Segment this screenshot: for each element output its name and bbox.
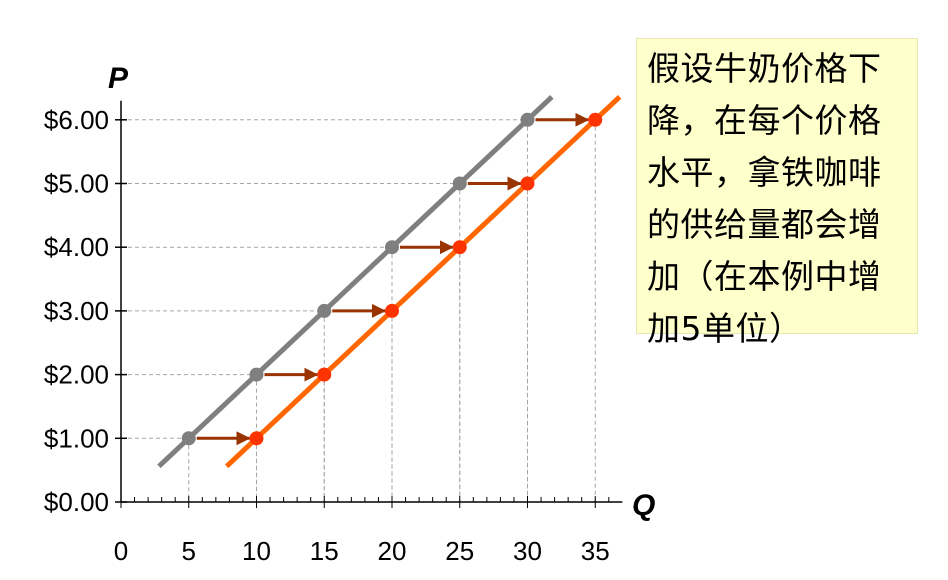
point-original xyxy=(385,240,399,255)
y-tick-label: $6.00 xyxy=(44,105,109,135)
y-tick-label: $4.00 xyxy=(44,232,109,262)
y-axis-title: P xyxy=(108,62,129,95)
point-original xyxy=(452,176,467,191)
y-tick-label: $0.00 xyxy=(44,487,109,517)
x-tick-label: 30 xyxy=(513,536,542,566)
point-shifted xyxy=(588,112,603,127)
supply-line-shifted xyxy=(224,95,622,469)
shift-arrows xyxy=(196,112,590,446)
y-tick-label: $5.00 xyxy=(44,169,109,199)
guide-lines xyxy=(121,119,596,502)
y-tick-label: $3.00 xyxy=(44,296,109,326)
series-lines xyxy=(157,95,622,469)
point-original xyxy=(520,112,535,127)
x-tick-label: 25 xyxy=(445,536,474,566)
supply-line-original xyxy=(157,95,554,469)
point-shifted xyxy=(249,431,264,446)
point-original xyxy=(249,367,264,382)
point-shifted xyxy=(520,176,535,191)
x-tick-label: 5 xyxy=(182,536,196,566)
x-axis-title: Q xyxy=(632,489,655,522)
point-shifted xyxy=(452,240,467,255)
x-tick-label: 0 xyxy=(114,536,128,566)
x-tick-label: 15 xyxy=(310,536,339,566)
y-tick-label: $2.00 xyxy=(44,360,109,390)
point-shifted xyxy=(385,303,399,318)
series-points xyxy=(181,112,603,446)
point-original xyxy=(317,303,332,318)
point-original xyxy=(181,431,196,446)
annotation-text: 假设牛奶价格下降，在每个价格水平，拿铁咖啡的供给量都会增加（在本例中增加5单位） xyxy=(647,49,882,348)
annotation-note: 假设牛奶价格下降，在每个价格水平，拿铁咖啡的供给量都会增加（在本例中增加5单位） xyxy=(636,38,918,348)
tick-labels: $0.00 $1.00 $2.00 $3.00 $4.00 $5.00 $6.00 0 5 10 1… xyxy=(44,105,610,566)
x-tick-label: 20 xyxy=(378,536,407,566)
point-shifted xyxy=(317,367,332,382)
x-tick-label: 10 xyxy=(242,536,271,566)
y-tick-label: $1.00 xyxy=(44,423,109,453)
axes xyxy=(115,100,623,508)
x-tick-label: 35 xyxy=(581,536,610,566)
